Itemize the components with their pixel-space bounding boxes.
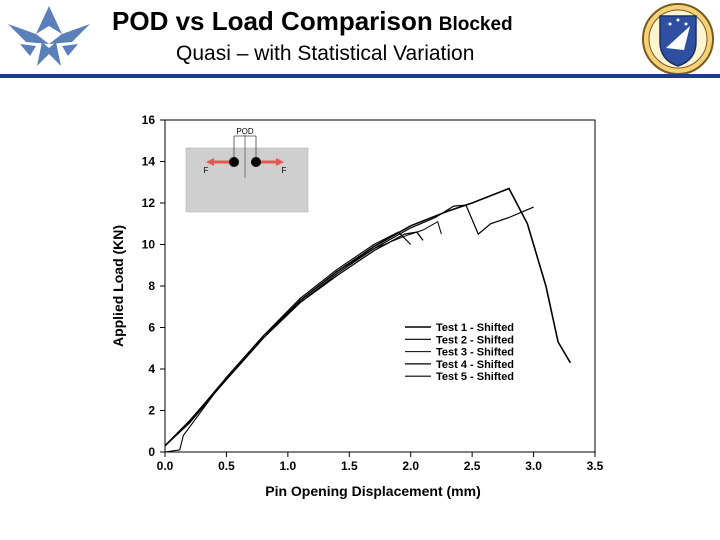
series-line-test-1: [164, 187, 572, 447]
inset-pod-label: POD: [236, 127, 254, 136]
y-tick-label: 14: [142, 155, 156, 169]
inset-left-force-label: F: [204, 166, 209, 175]
x-tick-label: 0.0: [157, 459, 174, 473]
title-text: POD vs Load Comparison: [112, 6, 433, 36]
y-tick-label: 4: [148, 362, 155, 376]
x-tick-label: 1.5: [341, 459, 358, 473]
right-pin-icon: [251, 157, 261, 167]
y-tick-label: 0: [148, 445, 155, 459]
x-tick-label: 3.0: [525, 459, 542, 473]
y-tick-label: 10: [142, 238, 156, 252]
legend-entry: Test 5 - Shifted: [436, 371, 514, 383]
left-arrowhead-icon: [206, 158, 214, 166]
legend-entry: Test 3 - Shifted: [436, 347, 514, 359]
slide-subtitle: Quasi – with Statistical Variation: [176, 42, 475, 65]
air-force-wings-logo: [6, 4, 92, 77]
inset-right-force-label: F: [282, 166, 287, 175]
y-axis-label: Applied Load (KN): [110, 225, 126, 347]
left-pin-icon: [229, 157, 239, 167]
y-tick-label: 8: [148, 279, 155, 293]
x-tick-label: 3.5: [587, 459, 604, 473]
title-suffix: Blocked: [438, 14, 513, 35]
inset-schematic: POD F F: [185, 127, 309, 213]
axis-ticks: 0.0 0.5 1.0 1.5 2.0 2.5 3.0 3.5 0 2 4 6 8 10 12 14 16: [142, 113, 604, 473]
y-tick-label: 6: [148, 321, 155, 335]
inset-panel: [185, 147, 309, 213]
y-tick-label: 12: [142, 196, 156, 210]
series-line-test-5: [164, 231, 412, 453]
x-tick-label: 2.5: [464, 459, 481, 473]
afrl-shield-emblem: [640, 2, 716, 81]
series-line-test-4: [164, 231, 424, 447]
legend-entry: Test 2 - Shifted: [436, 334, 514, 346]
header-rule: [0, 74, 720, 78]
series-line-test-3: [164, 220, 442, 447]
y-tick-label: 2: [148, 404, 155, 418]
legend-entry: Test 4 - Shifted: [436, 359, 514, 371]
x-axis-label: Pin Opening Displacement (mm): [265, 483, 480, 499]
slide-title: POD vs Load Comparison Blocked: [112, 6, 513, 37]
x-tick-label: 1.0: [280, 459, 297, 473]
x-tick-label: 2.0: [402, 459, 419, 473]
legend-entry: Test 1 - Shifted: [436, 322, 514, 334]
series-lines: [164, 187, 572, 453]
right-arrowhead-icon: [276, 158, 284, 166]
x-tick-label: 0.5: [218, 459, 235, 473]
y-tick-label: 16: [142, 113, 156, 127]
